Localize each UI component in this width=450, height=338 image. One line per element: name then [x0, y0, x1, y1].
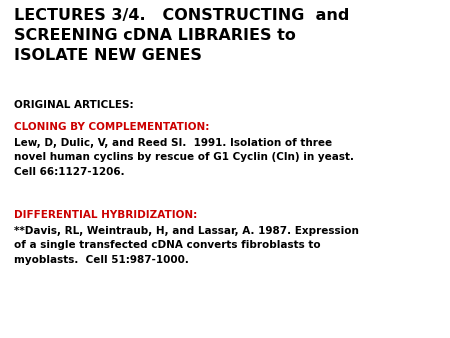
- Text: Lew, D, Dulic, V, and Reed SI.  1991. Isolation of three
novel human cyclins by : Lew, D, Dulic, V, and Reed SI. 1991. Iso…: [14, 138, 354, 177]
- Text: SCREENING cDNA LIBRARIES to: SCREENING cDNA LIBRARIES to: [14, 28, 296, 43]
- Text: DIFFERENTIAL HYBRIDIZATION:: DIFFERENTIAL HYBRIDIZATION:: [14, 210, 197, 220]
- Text: LECTURES 3/4.   CONSTRUCTING  and: LECTURES 3/4. CONSTRUCTING and: [14, 8, 349, 23]
- Text: CLONING BY COMPLEMENTATION:: CLONING BY COMPLEMENTATION:: [14, 122, 209, 132]
- Text: ISOLATE NEW GENES: ISOLATE NEW GENES: [14, 48, 202, 63]
- Text: ORIGINAL ARTICLES:: ORIGINAL ARTICLES:: [14, 100, 134, 110]
- Text: **Davis, RL, Weintraub, H, and Lassar, A. 1987. Expression
of a single transfect: **Davis, RL, Weintraub, H, and Lassar, A…: [14, 226, 359, 265]
